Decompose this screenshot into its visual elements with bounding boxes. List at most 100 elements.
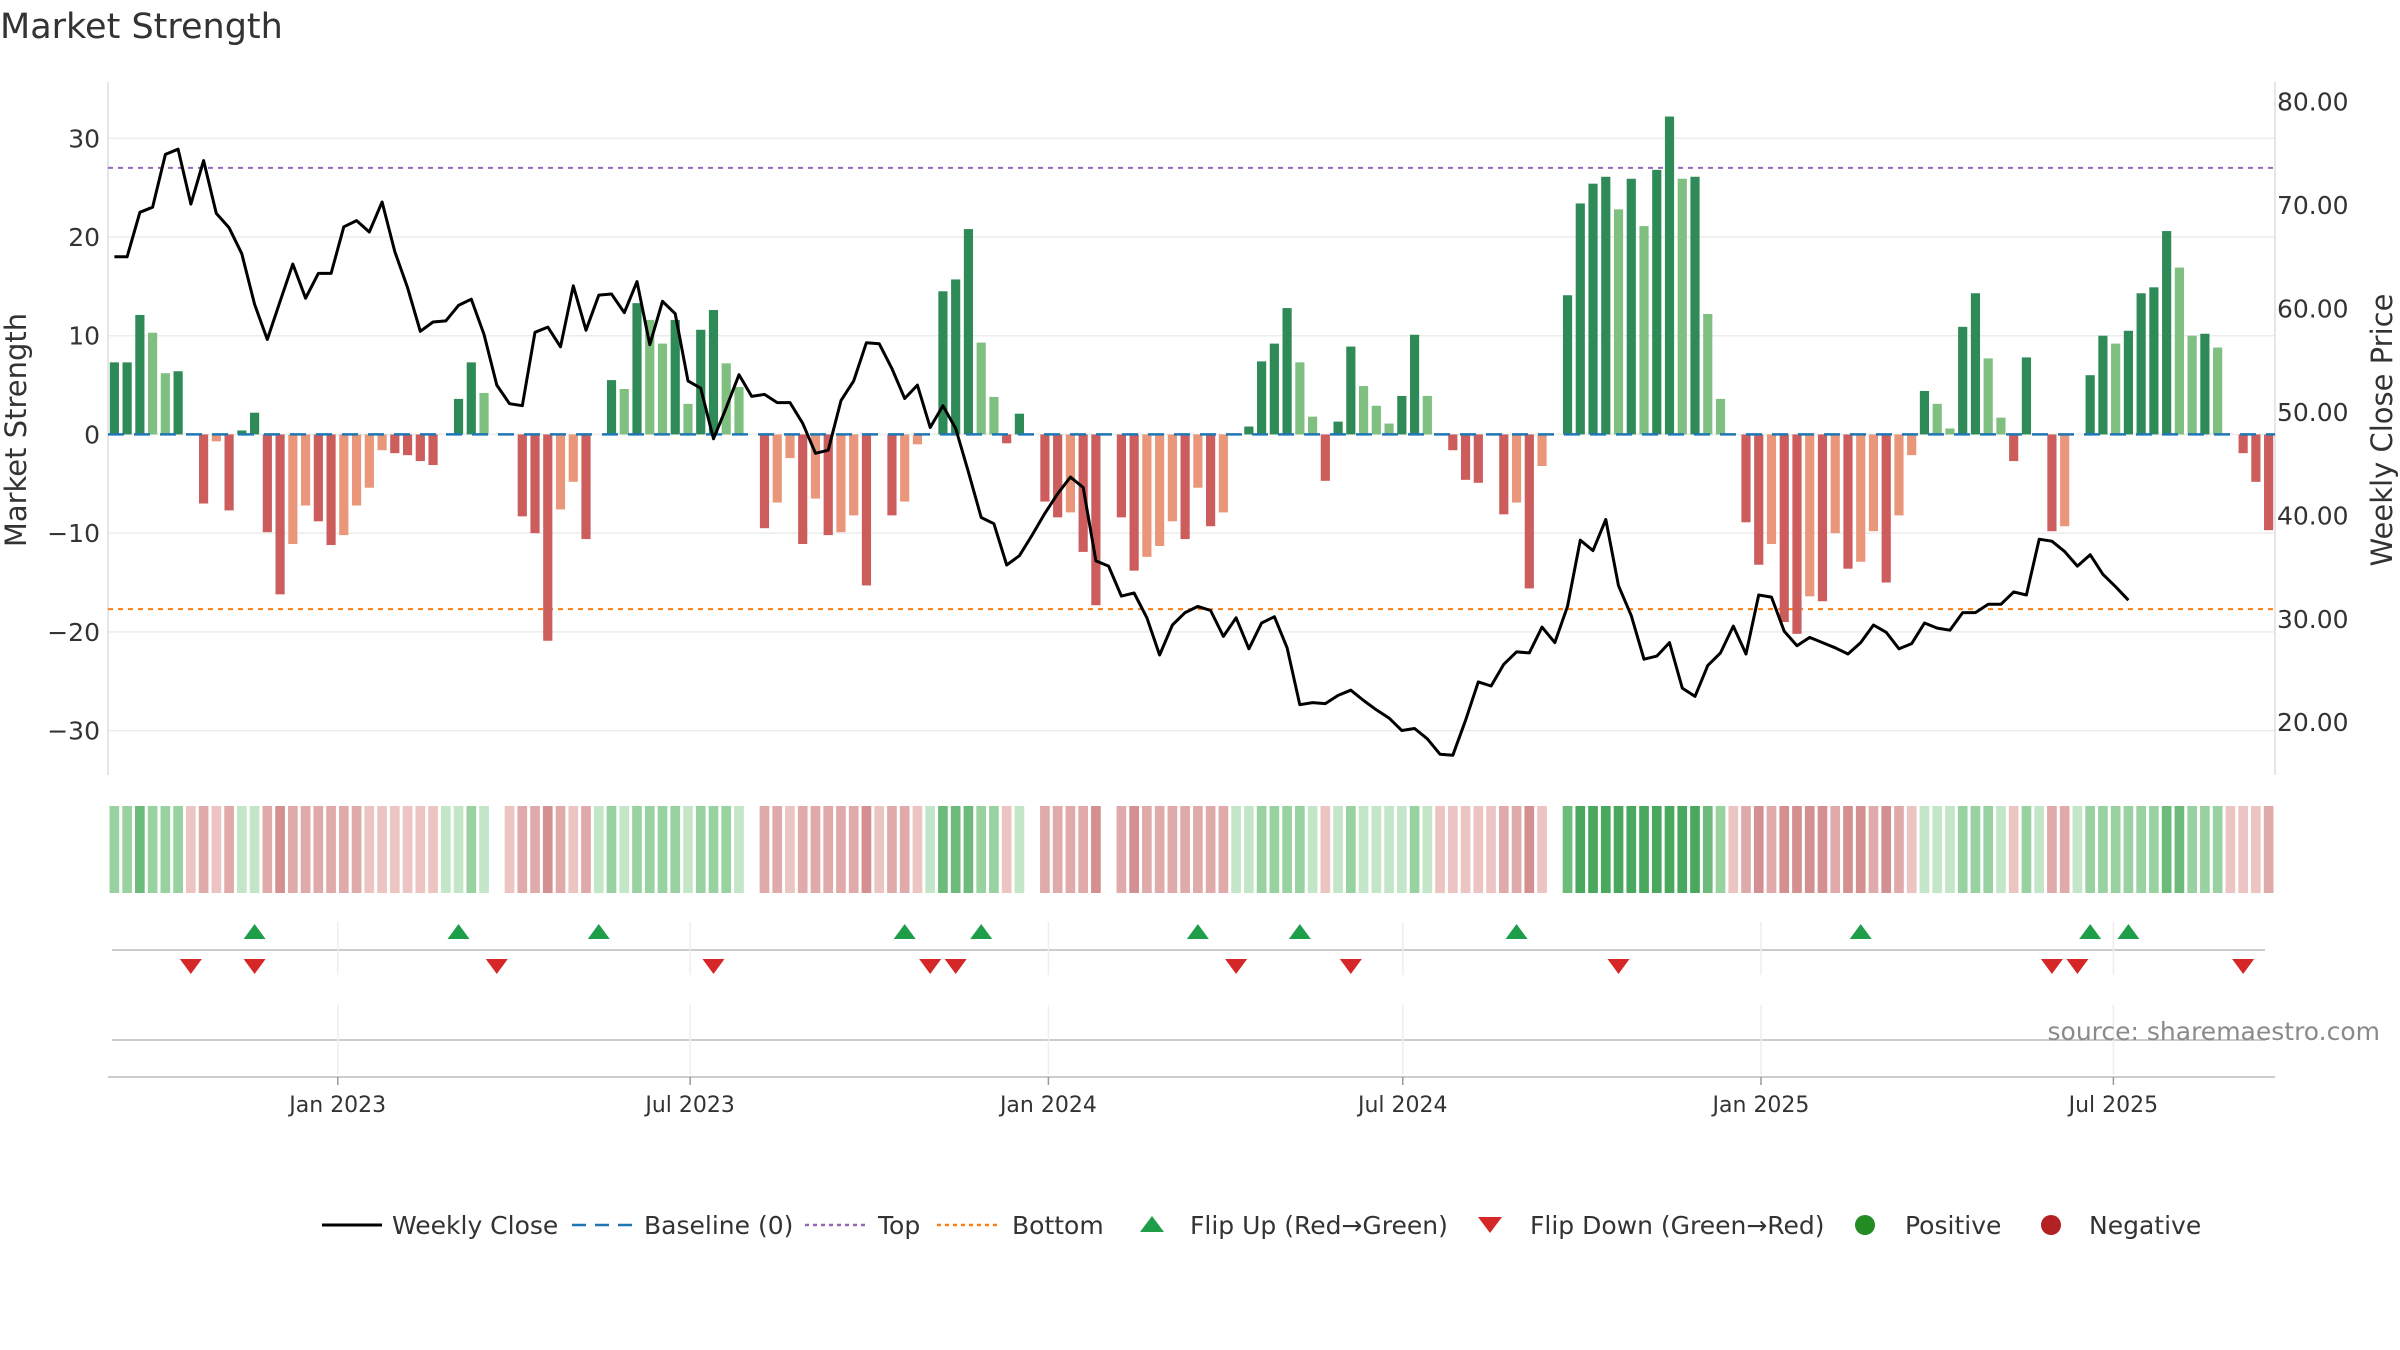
flip-up-marker — [893, 924, 916, 939]
strength-bar — [453, 398, 464, 435]
flip-up-marker — [2079, 924, 2102, 939]
strength-tile — [237, 806, 247, 893]
strength-tile — [1919, 806, 1930, 893]
y2-tick-label: 70.00 — [2277, 191, 2349, 220]
strength-bar — [2021, 357, 2032, 435]
strength-tile — [1804, 806, 1815, 893]
flip-up-marker — [447, 924, 470, 939]
strength-bar — [364, 434, 374, 488]
y-axis-ticks: 30 20 10 0 −10 −20 −30 — [47, 124, 100, 745]
strength-bar — [2162, 231, 2172, 435]
strength-bar — [1907, 434, 1917, 456]
strength-bar — [1766, 434, 1777, 544]
strength-tile — [1282, 806, 1292, 893]
strength-bar — [2098, 335, 2108, 435]
reference-lines — [108, 166, 2275, 611]
strength-tile — [1677, 806, 1688, 893]
y2-tick-label: 60.00 — [2277, 295, 2349, 324]
strength-tile — [1103, 806, 1114, 893]
strength-tile — [848, 806, 859, 893]
x-tick-label: Jul 2024 — [1356, 1093, 1448, 1118]
y2-axis-ticks: 80.00 70.00 60.00 50.00 40.00 30.00 20.00 — [2277, 88, 2349, 738]
strength-bar — [1142, 434, 1152, 557]
strength-bar — [288, 434, 298, 544]
strength-bar — [1053, 434, 1063, 518]
flip-down-marker — [2232, 959, 2255, 974]
legend-item: Bottom — [937, 1211, 1104, 1240]
strength-bar — [339, 434, 349, 536]
strength-tile — [1256, 806, 1267, 893]
strength-tile — [1231, 806, 1241, 893]
strength-tile — [670, 806, 681, 893]
strength-tile — [1052, 806, 1063, 893]
strength-tile — [593, 806, 604, 893]
source-note: source: sharemaestro.com — [2048, 1017, 2381, 1046]
strength-bar — [861, 434, 872, 586]
strength-tile — [1779, 806, 1790, 893]
x-tick-label: Jul 2023 — [643, 1093, 735, 1118]
strength-tile — [1702, 806, 1713, 893]
strength-tile — [772, 806, 783, 893]
strength-tile — [657, 806, 668, 893]
strength-bar — [1626, 178, 1636, 435]
strength-bar — [645, 319, 655, 435]
strength-bar — [1065, 434, 1075, 513]
strength-bar — [1754, 434, 1764, 565]
strength-bar — [377, 434, 387, 451]
strength-bar — [670, 319, 680, 435]
strength-bar — [1282, 308, 1292, 435]
strength-bar — [1779, 434, 1789, 622]
strength-tile — [861, 806, 872, 893]
strength-tile — [1639, 806, 1649, 893]
strength-tile — [1295, 806, 1305, 893]
strength-tile — [249, 806, 260, 893]
flip-down-marker — [702, 959, 725, 974]
y2-tick-label: 20.00 — [2277, 708, 2349, 737]
strength-tile — [1511, 806, 1522, 893]
strength-heat-strip — [109, 806, 2274, 893]
strength-tile — [555, 806, 566, 893]
x-axis: Jan 2023 Jul 2023 Jan 2024 Jul 2024 Jan 2025… — [108, 1076, 2275, 1118]
strength-tile — [989, 806, 999, 893]
strength-bar — [211, 434, 221, 442]
strength-bar — [2123, 330, 2133, 435]
strength-tile — [300, 806, 311, 893]
y-tick-label: −10 — [47, 519, 100, 548]
strength-tile — [606, 806, 617, 893]
strength-bar — [1358, 386, 1369, 435]
strength-tile — [1001, 806, 1012, 893]
strength-tile — [874, 806, 885, 893]
strength-bar — [148, 332, 158, 435]
strength-bar — [1958, 326, 1968, 435]
strength-tile — [517, 806, 528, 893]
y-tick-label: −20 — [47, 618, 100, 647]
strength-bar — [951, 279, 961, 435]
strength-bar — [568, 434, 578, 482]
weekly-close-line — [114, 147, 2130, 757]
chart-title: Market Strength — [0, 7, 283, 47]
flip-down-marker — [919, 959, 942, 974]
strength-bar — [1116, 434, 1126, 518]
x-tick-label: Jan 2024 — [998, 1093, 1097, 1118]
strength-tile — [1027, 806, 1038, 893]
strength-tile — [389, 806, 400, 893]
strength-tile — [1193, 806, 1203, 893]
strength-tile — [823, 806, 834, 893]
strength-bar — [2136, 293, 2146, 435]
strength-bar — [2213, 347, 2223, 435]
strength-bar — [785, 434, 795, 459]
strength-bar — [1333, 421, 1343, 435]
strength-tile — [963, 806, 974, 893]
strength-bar — [262, 434, 272, 533]
strength-tile — [147, 806, 158, 893]
strength-tile — [1040, 806, 1050, 893]
strength-tile — [950, 806, 961, 893]
strength-bar — [836, 434, 846, 533]
strength-bar — [657, 343, 668, 435]
strength-bar — [581, 434, 591, 540]
legend: Weekly Close Baseline (0) Top Bottom Flip Up… — [322, 1211, 2201, 1240]
flip-up-marker — [1186, 924, 1209, 939]
legend-swatch — [1855, 1215, 1875, 1235]
strength-tile — [1894, 806, 1904, 893]
strength-bar — [1346, 346, 1356, 435]
